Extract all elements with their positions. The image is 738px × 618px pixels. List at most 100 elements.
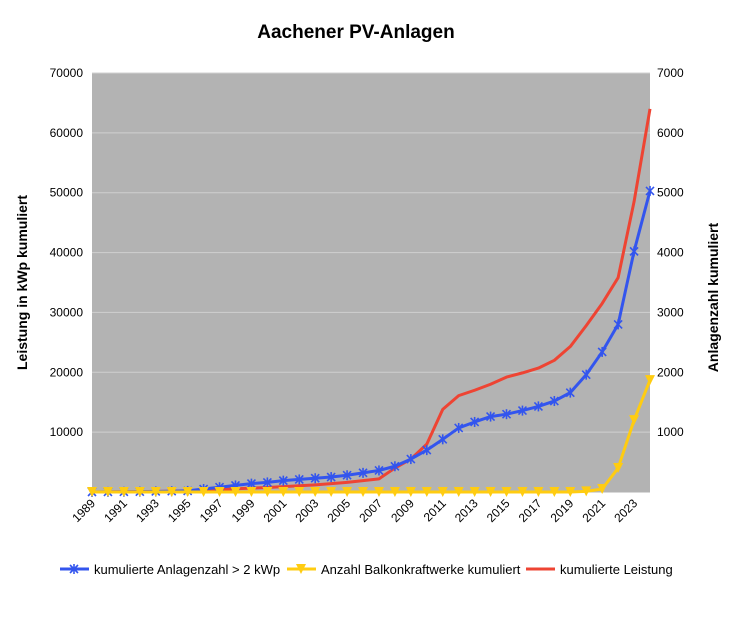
data-point bbox=[406, 454, 416, 465]
data-point bbox=[613, 319, 623, 330]
data-point bbox=[454, 422, 464, 433]
data-point bbox=[549, 396, 559, 407]
data-point bbox=[549, 487, 560, 497]
x-tick-label: 1991 bbox=[101, 496, 130, 525]
data-point bbox=[374, 465, 384, 476]
data-point bbox=[453, 487, 464, 497]
plot-area bbox=[92, 73, 650, 492]
data-point bbox=[102, 487, 113, 497]
data-point bbox=[342, 470, 352, 481]
data-point bbox=[486, 411, 496, 422]
legend-item: Anzahl Balkonkraftwerke kumuliert bbox=[287, 562, 521, 577]
x-tick-label: 1993 bbox=[133, 496, 162, 525]
right-tick-label: 1000 bbox=[657, 425, 684, 439]
data-point bbox=[262, 487, 273, 497]
x-tick-label: 2003 bbox=[293, 496, 322, 525]
right-tick-label: 5000 bbox=[657, 186, 684, 200]
x-tick-label: 2017 bbox=[516, 496, 545, 525]
data-point bbox=[182, 487, 193, 497]
left-axis-label: Leistung in kWp kumuliert bbox=[14, 195, 30, 370]
data-point bbox=[645, 185, 655, 196]
data-point bbox=[150, 487, 161, 497]
data-point bbox=[533, 401, 543, 412]
x-tick-label: 1997 bbox=[197, 496, 226, 525]
data-point bbox=[438, 434, 448, 445]
x-tick-label: 2019 bbox=[548, 496, 577, 525]
right-tick-label: 4000 bbox=[657, 246, 684, 260]
x-tick-label: 2011 bbox=[421, 496, 449, 524]
data-point bbox=[246, 478, 256, 489]
data-point bbox=[597, 484, 608, 495]
data-point bbox=[389, 487, 400, 497]
right-tick-label: 6000 bbox=[657, 126, 684, 140]
data-point bbox=[470, 416, 480, 427]
data-point bbox=[358, 467, 368, 478]
data-point bbox=[166, 487, 177, 497]
left-tick-label: 60000 bbox=[50, 126, 84, 140]
series-line bbox=[92, 379, 652, 494]
data-point bbox=[422, 445, 432, 456]
data-point bbox=[597, 346, 607, 357]
data-point bbox=[405, 487, 416, 497]
x-tick-label: 2013 bbox=[452, 496, 481, 525]
x-tick-label: 2007 bbox=[356, 496, 385, 525]
gridlines bbox=[92, 72, 650, 493]
right-axis-label: Anlagenzahl kumuliert bbox=[705, 222, 721, 372]
left-tick-label: 10000 bbox=[50, 425, 84, 439]
data-point bbox=[87, 487, 97, 497]
data-point bbox=[629, 415, 640, 426]
data-point bbox=[581, 486, 592, 497]
data-point bbox=[517, 487, 528, 497]
right-tick-label: 7000 bbox=[657, 66, 684, 80]
data-point bbox=[517, 405, 528, 416]
data-point bbox=[533, 487, 544, 497]
x-tick-label: 1989 bbox=[69, 496, 98, 525]
data-point bbox=[278, 487, 289, 497]
right-tick-label: 3000 bbox=[657, 305, 684, 319]
data-point bbox=[294, 474, 304, 485]
x-tick-label: 2023 bbox=[611, 496, 640, 525]
data-point bbox=[501, 487, 512, 497]
data-point bbox=[485, 487, 496, 497]
data-point bbox=[246, 487, 257, 497]
data-point bbox=[214, 487, 225, 497]
x-tick-label: 2009 bbox=[388, 496, 417, 525]
x-tick-label: 2021 bbox=[580, 496, 609, 525]
data-point bbox=[358, 487, 369, 497]
data-point bbox=[310, 487, 321, 497]
data-point bbox=[230, 487, 241, 497]
data-point bbox=[437, 487, 448, 497]
data-point bbox=[69, 564, 79, 574]
data-point bbox=[198, 487, 209, 497]
legend-label: kumulierte Anlagenzahl > 2 kWp bbox=[94, 562, 280, 577]
x-tick-label: 2015 bbox=[484, 496, 513, 525]
data-point bbox=[134, 487, 145, 497]
left-axis-ticks: 10000 20000 30000 40000 50000 60000 70000 bbox=[50, 66, 84, 439]
legend-label: kumulierte Leistung bbox=[560, 562, 673, 577]
series-layer bbox=[87, 108, 655, 497]
x-axis-ticks: 1989 1991 1993 1995 1997 1999 2001 2003 2005 2007… bbox=[69, 496, 640, 525]
data-point bbox=[421, 487, 432, 497]
data-point bbox=[326, 472, 336, 483]
data-point bbox=[613, 463, 624, 474]
data-point bbox=[501, 409, 512, 420]
x-tick-label: 2001 bbox=[261, 496, 290, 525]
data-point bbox=[326, 487, 337, 497]
series-balkonkraftwerke bbox=[87, 375, 655, 497]
x-tick-label: 1999 bbox=[229, 496, 258, 525]
data-point bbox=[565, 487, 576, 497]
data-point bbox=[565, 387, 575, 398]
left-tick-label: 20000 bbox=[50, 365, 84, 379]
left-tick-label: 50000 bbox=[50, 186, 84, 200]
right-axis-ticks: 1000 2000 3000 4000 5000 6000 7000 bbox=[657, 66, 684, 439]
left-tick-label: 70000 bbox=[50, 66, 84, 80]
data-point bbox=[373, 487, 384, 497]
legend-label: Anzahl Balkonkraftwerke kumuliert bbox=[321, 562, 521, 577]
right-tick-label: 2000 bbox=[657, 365, 684, 379]
x-tick-label: 2005 bbox=[324, 496, 353, 525]
left-tick-label: 40000 bbox=[50, 246, 84, 260]
data-point bbox=[294, 487, 305, 497]
data-point bbox=[310, 473, 320, 484]
